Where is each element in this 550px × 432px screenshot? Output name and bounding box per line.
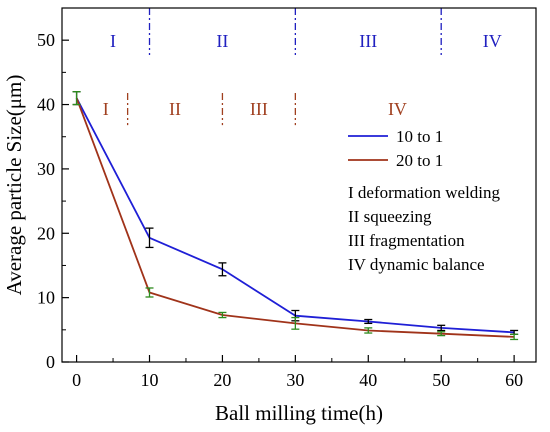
region-label: I [110,31,116,51]
x-tick-label: 50 [432,370,450,390]
region-label: IV [388,99,407,119]
x-tick-label: 60 [505,370,523,390]
legend-label: 10 to 1 [396,127,443,146]
y-axis-label: Average particle Size(μm) [2,75,26,296]
stage-note: I deformation welding [348,183,501,202]
region-label: I [103,99,109,119]
y-tick-label: 50 [37,30,55,50]
series-line [75,97,515,338]
y-tick-label: 0 [46,352,55,372]
region-label: II [216,31,228,51]
series-line [75,97,515,334]
y-tick-label: 30 [37,159,55,179]
region-label: II [169,99,181,119]
x-tick-label: 0 [72,370,81,390]
region-label: III [250,99,268,119]
legend-label: 20 to 1 [396,151,443,170]
stage-note: II squeezing [348,207,432,226]
x-tick-label: 40 [359,370,377,390]
stage-note: III fragmentation [348,231,465,250]
legend: 10 to 1 20 to 1 I deformation welding II sq… [348,127,501,274]
region-label: IV [483,31,502,51]
data-series [72,91,519,341]
x-tick-label: 30 [286,370,304,390]
region-label: III [359,31,377,51]
axis-ticks: 0 10 20 30 40 50 60 0 10 20 30 40 50 [37,7,523,390]
y-tick-label: 10 [37,288,55,308]
y-tick-label: 40 [37,95,55,115]
x-tick-label: 10 [141,370,159,390]
plot-frame [61,7,537,363]
x-axis-label: Ball milling time(h) [215,401,383,425]
region-markers: I II III IVI II III IV [103,8,502,126]
x-tick-label: 20 [213,370,231,390]
stage-note: IV dynamic balance [348,255,485,274]
y-tick-label: 20 [37,223,55,243]
